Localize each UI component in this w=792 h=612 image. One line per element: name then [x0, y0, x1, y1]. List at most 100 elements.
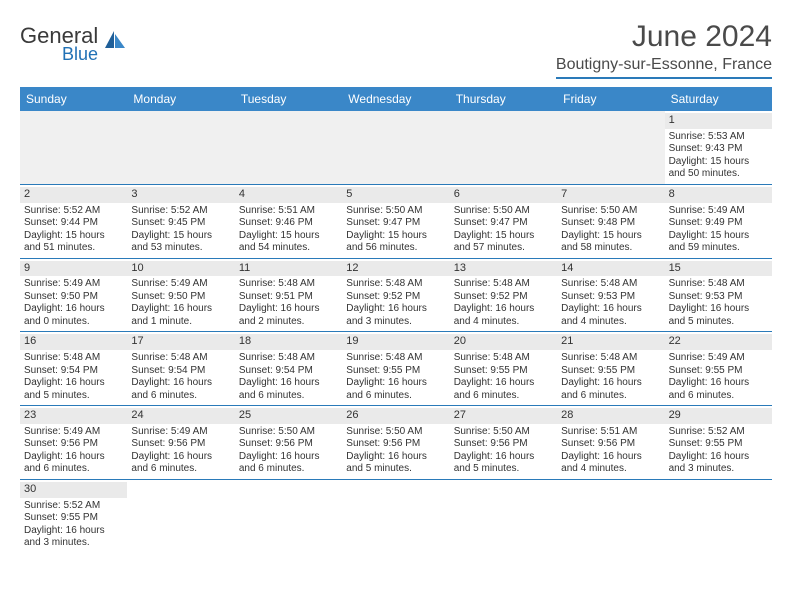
sunset-line: Sunset: 9:52 PM [454, 291, 553, 304]
day-13: 13Sunrise: 5:48 AMSunset: 9:52 PMDayligh… [450, 259, 557, 333]
daylight-line-1: Daylight: 16 hours [131, 303, 230, 316]
day-26: 26Sunrise: 5:50 AMSunset: 9:56 PMDayligh… [342, 406, 449, 480]
daylight-line-1: Daylight: 16 hours [239, 377, 338, 390]
daylight-line-2: and 3 minutes. [24, 537, 123, 550]
blank-cell [450, 480, 557, 553]
sunrise-line: Sunrise: 5:49 AM [131, 426, 230, 439]
day-12: 12Sunrise: 5:48 AMSunset: 9:52 PMDayligh… [342, 259, 449, 333]
blank-cell [20, 111, 127, 185]
day-23: 23Sunrise: 5:49 AMSunset: 9:56 PMDayligh… [20, 406, 127, 480]
sunrise-line: Sunrise: 5:50 AM [346, 426, 445, 439]
day-3: 3Sunrise: 5:52 AMSunset: 9:45 PMDaylight… [127, 185, 234, 259]
day-18: 18Sunrise: 5:48 AMSunset: 9:54 PMDayligh… [235, 332, 342, 406]
sunrise-line: Sunrise: 5:48 AM [131, 352, 230, 365]
daylight-line-2: and 56 minutes. [346, 242, 445, 255]
blank-cell [450, 111, 557, 185]
daylight-line-2: and 53 minutes. [131, 242, 230, 255]
sunrise-line: Sunrise: 5:48 AM [346, 278, 445, 291]
sunrise-line: Sunrise: 5:48 AM [561, 352, 660, 365]
blank-cell [342, 111, 449, 185]
sunset-line: Sunset: 9:54 PM [131, 365, 230, 378]
sunset-line: Sunset: 9:44 PM [24, 217, 123, 230]
day-number: 3 [127, 187, 234, 203]
sunset-line: Sunset: 9:45 PM [131, 217, 230, 230]
daylight-line-2: and 6 minutes. [561, 390, 660, 403]
day-24: 24Sunrise: 5:49 AMSunset: 9:56 PMDayligh… [127, 406, 234, 480]
day-number: 29 [665, 408, 772, 424]
day-number: 16 [20, 334, 127, 350]
sunrise-line: Sunrise: 5:50 AM [346, 205, 445, 218]
sunset-line: Sunset: 9:56 PM [561, 438, 660, 451]
daylight-line-2: and 6 minutes. [239, 390, 338, 403]
day-number: 13 [450, 261, 557, 277]
sunrise-line: Sunrise: 5:48 AM [454, 352, 553, 365]
daylight-line-2: and 4 minutes. [561, 316, 660, 329]
sunrise-line: Sunrise: 5:48 AM [561, 278, 660, 291]
day-number: 19 [342, 334, 449, 350]
daylight-line-2: and 5 minutes. [454, 463, 553, 476]
day-number: 14 [557, 261, 664, 277]
dayname-friday: Friday [557, 87, 664, 111]
calendar-body: 1Sunrise: 5:53 AMSunset: 9:43 PMDaylight… [20, 111, 772, 553]
daylight-line-1: Daylight: 16 hours [561, 451, 660, 464]
day-number: 27 [450, 408, 557, 424]
daylight-line-1: Daylight: 15 hours [24, 230, 123, 243]
blank-cell [342, 480, 449, 553]
sunset-line: Sunset: 9:55 PM [561, 365, 660, 378]
sunset-line: Sunset: 9:55 PM [454, 365, 553, 378]
day-number: 10 [127, 261, 234, 277]
blank-cell [127, 480, 234, 553]
daylight-line-1: Daylight: 15 hours [669, 230, 768, 243]
dayname-sunday: Sunday [20, 87, 127, 111]
day-number: 12 [342, 261, 449, 277]
calendar-header: SundayMondayTuesdayWednesdayThursdayFrid… [20, 87, 772, 111]
daylight-line-2: and 57 minutes. [454, 242, 553, 255]
day-27: 27Sunrise: 5:50 AMSunset: 9:56 PMDayligh… [450, 406, 557, 480]
sunset-line: Sunset: 9:53 PM [669, 291, 768, 304]
sunset-line: Sunset: 9:54 PM [239, 365, 338, 378]
daylight-line-2: and 50 minutes. [669, 168, 768, 181]
daylight-line-1: Daylight: 15 hours [669, 156, 768, 169]
blank-cell [235, 111, 342, 185]
daylight-line-1: Daylight: 16 hours [561, 303, 660, 316]
blank-cell [557, 111, 664, 185]
sunset-line: Sunset: 9:52 PM [346, 291, 445, 304]
brand-blue: Blue [62, 46, 98, 62]
daylight-line-2: and 1 minute. [131, 316, 230, 329]
sunset-line: Sunset: 9:56 PM [454, 438, 553, 451]
daylight-line-2: and 5 minutes. [24, 390, 123, 403]
title-block: June 2024 Boutigny-sur-Essonne, France [556, 20, 772, 79]
day-number: 23 [20, 408, 127, 424]
daylight-line-2: and 6 minutes. [131, 390, 230, 403]
dayname-monday: Monday [127, 87, 234, 111]
daylight-line-1: Daylight: 15 hours [346, 230, 445, 243]
dayname-thursday: Thursday [450, 87, 557, 111]
daylight-line-2: and 6 minutes. [669, 390, 768, 403]
day-19: 19Sunrise: 5:48 AMSunset: 9:55 PMDayligh… [342, 332, 449, 406]
day-28: 28Sunrise: 5:51 AMSunset: 9:56 PMDayligh… [557, 406, 664, 480]
daylight-line-1: Daylight: 16 hours [239, 303, 338, 316]
daylight-line-2: and 54 minutes. [239, 242, 338, 255]
brand-logo: General Blue [20, 26, 128, 62]
dayname-tuesday: Tuesday [235, 87, 342, 111]
daylight-line-2: and 5 minutes. [669, 316, 768, 329]
sunset-line: Sunset: 9:54 PM [24, 365, 123, 378]
daylight-line-1: Daylight: 16 hours [346, 303, 445, 316]
day-number: 22 [665, 334, 772, 350]
daylight-line-2: and 4 minutes. [561, 463, 660, 476]
day-4: 4Sunrise: 5:51 AMSunset: 9:46 PMDaylight… [235, 185, 342, 259]
day-number: 15 [665, 261, 772, 277]
daylight-line-1: Daylight: 16 hours [131, 451, 230, 464]
blank-cell [235, 480, 342, 553]
daylight-line-2: and 6 minutes. [239, 463, 338, 476]
daylight-line-1: Daylight: 16 hours [131, 377, 230, 390]
sunset-line: Sunset: 9:53 PM [561, 291, 660, 304]
day-25: 25Sunrise: 5:50 AMSunset: 9:56 PMDayligh… [235, 406, 342, 480]
location: Boutigny-sur-Essonne, France [556, 56, 772, 79]
day-6: 6Sunrise: 5:50 AMSunset: 9:47 PMDaylight… [450, 185, 557, 259]
sunset-line: Sunset: 9:56 PM [131, 438, 230, 451]
day-number: 1 [665, 113, 772, 129]
daylight-line-1: Daylight: 16 hours [669, 303, 768, 316]
daylight-line-1: Daylight: 16 hours [24, 303, 123, 316]
daylight-line-1: Daylight: 16 hours [669, 451, 768, 464]
